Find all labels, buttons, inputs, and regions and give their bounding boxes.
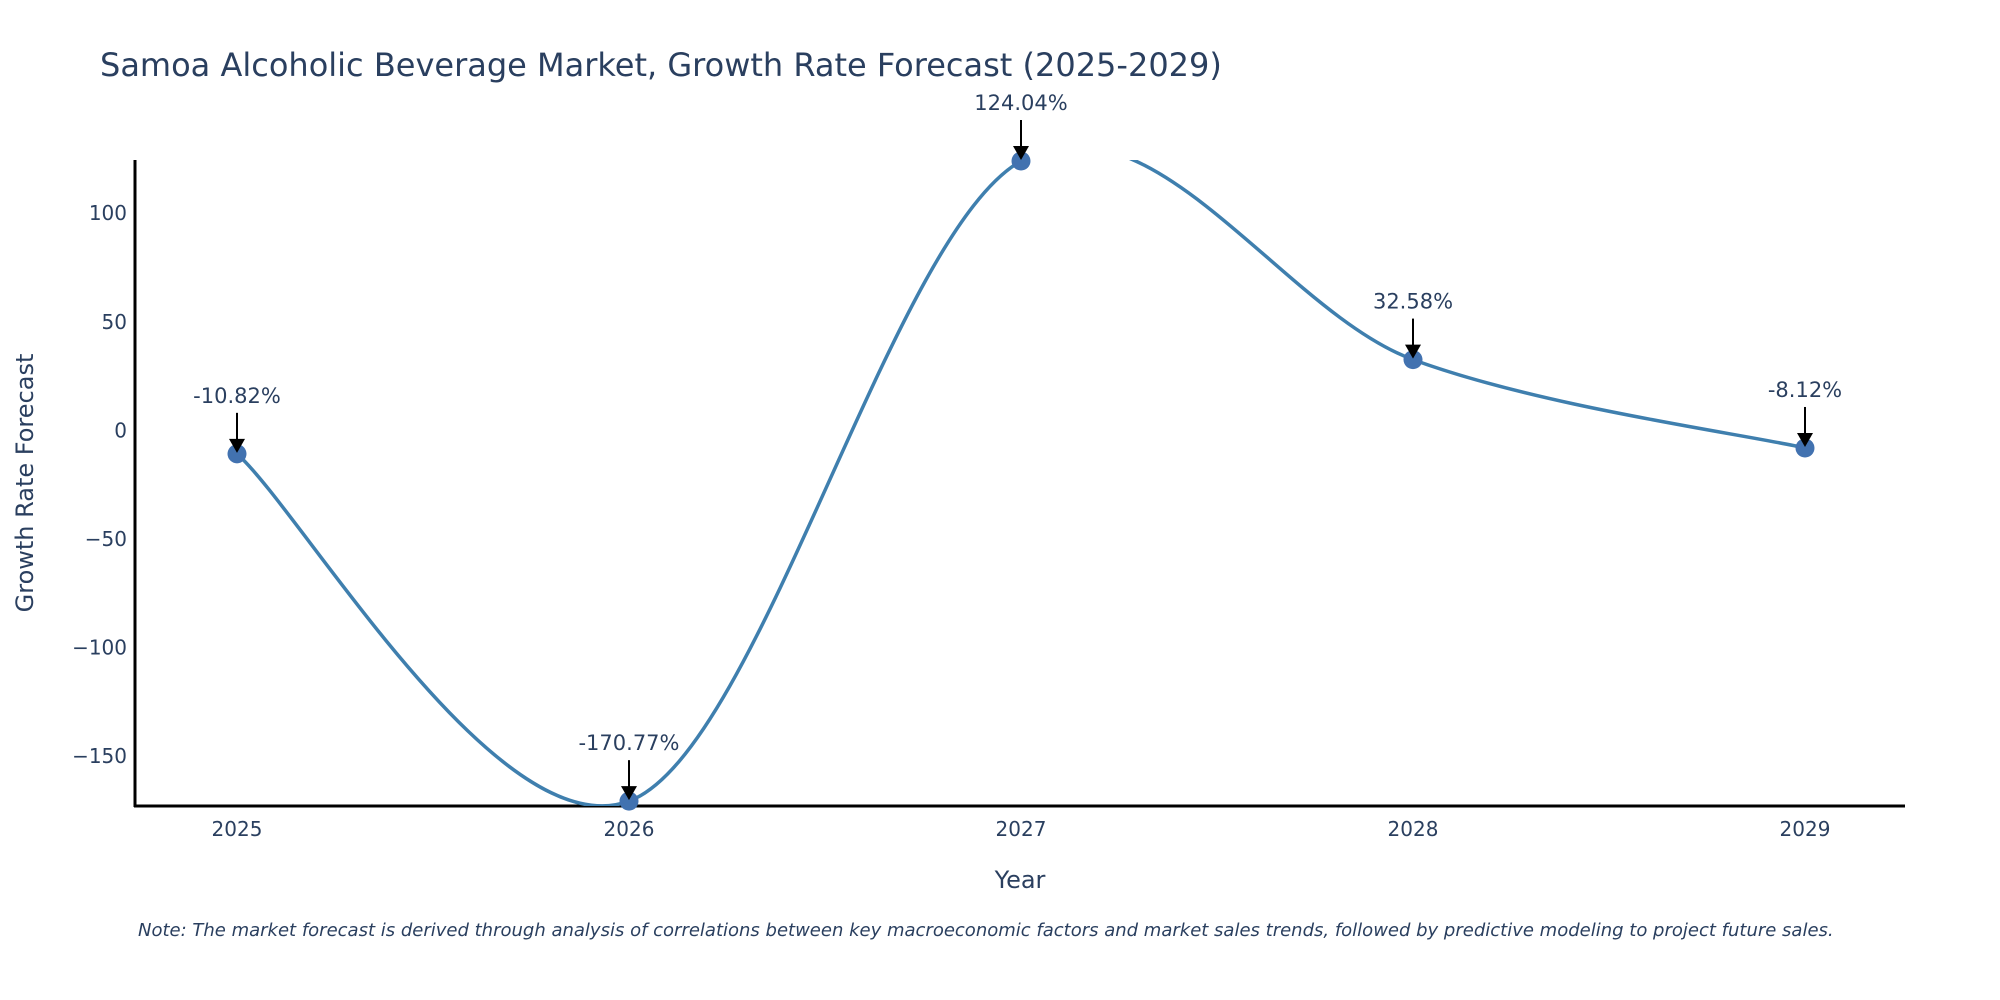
data-point[interactable] [619,791,639,811]
data-point[interactable] [227,444,247,464]
x-tick-label: 2028 [1388,817,1439,841]
data-point[interactable] [1795,438,1815,458]
data-label: -170.77% [578,731,679,755]
chart-note: Note: The market forecast is derived thr… [138,920,1834,941]
x-axis-title: Year [994,866,1046,894]
y-tick-label: 0 [114,418,127,442]
y-tick-label: 50 [102,310,127,334]
data-annotations: -10.82% -170.77% 124.04% 32.58% -8.12% [193,91,1842,801]
annotation-arrowhead [229,438,245,453]
y-tick-label: 100 [89,201,127,225]
annotation-arrowhead [1013,145,1029,160]
data-label: 124.04% [974,91,1067,115]
y-tick-label: −150 [72,744,127,768]
y-tick-label: −100 [72,635,127,659]
data-label: -10.82% [193,384,281,408]
x-tick-label: 2026 [604,817,655,841]
y-tick-label: −50 [85,527,127,551]
x-tick-label: 2029 [1780,817,1831,841]
annotation-arrowhead [621,786,637,801]
data-point[interactable] [1011,151,1031,171]
data-label: -8.12% [1768,378,1842,402]
chart-title: Samoa Alcoholic Beverage Market, Growth … [100,46,1222,84]
x-tick-label: 2025 [212,817,263,841]
series-line-group [235,160,1806,806]
annotation-arrowhead [1797,432,1813,447]
y-axis-title: Growth Rate Forecast [11,354,39,613]
data-markers [227,151,1815,811]
data-point[interactable] [1403,350,1423,370]
x-tick-label: 2027 [996,817,1047,841]
series-line [235,160,1806,806]
annotation-arrowhead [1405,344,1421,359]
axes: 100 50 0 −50 −100 −150 2025 2026 2027 2028 2029 Yea… [11,160,1905,894]
data-label: 32.58% [1373,290,1453,314]
